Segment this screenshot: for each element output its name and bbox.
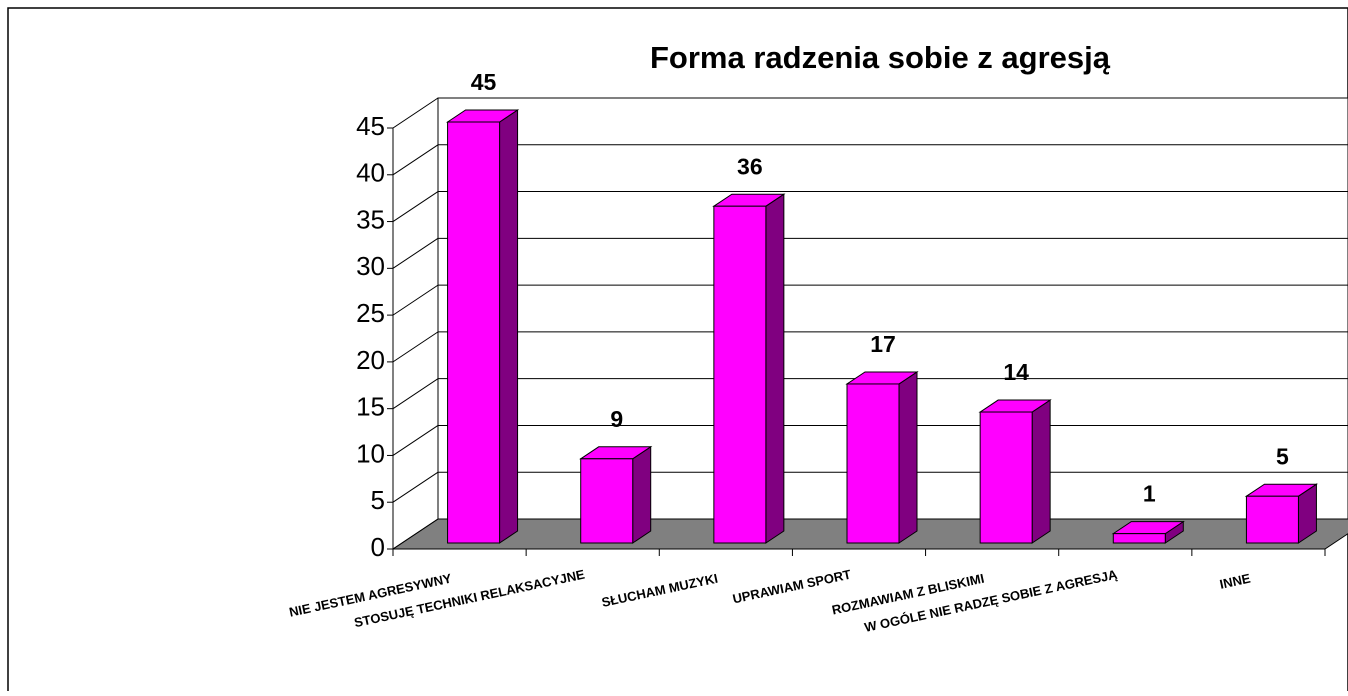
bar — [1112, 533, 1166, 544]
value-label: 1 — [1143, 481, 1156, 507]
bar — [846, 383, 900, 544]
bar — [447, 121, 501, 544]
y-tick-label: 15 — [356, 392, 385, 422]
value-label: 36 — [737, 153, 763, 179]
bar-side — [1031, 399, 1051, 544]
value-label: 9 — [610, 406, 623, 432]
grid-line-side — [392, 237, 439, 269]
y-tick-label: 25 — [356, 298, 385, 328]
value-label: 45 — [471, 69, 497, 95]
bar-side — [632, 445, 652, 544]
y-tick-label: 5 — [371, 485, 385, 515]
chart-title: Forma radzenia sobie z agresją — [650, 40, 1111, 75]
bar — [979, 411, 1033, 544]
bar-side — [499, 109, 519, 544]
value-label: 17 — [870, 331, 896, 357]
x-tick-label: INNE — [1218, 571, 1252, 592]
grid-line-side — [392, 378, 439, 410]
value-label: 14 — [1003, 359, 1029, 385]
bar — [580, 458, 634, 544]
grid-line-side — [392, 144, 439, 176]
grid-line-side — [392, 331, 439, 363]
grid-line-side — [392, 191, 439, 222]
bar — [1245, 495, 1299, 544]
y-tick-label: 35 — [356, 204, 385, 234]
bar-side — [898, 371, 918, 544]
y-tick-label: 10 — [356, 438, 385, 468]
value-label: 5 — [1276, 443, 1289, 469]
grid-line-side — [392, 518, 439, 550]
y-tick-label: 30 — [356, 251, 385, 281]
grid-line-side — [392, 471, 439, 503]
y-tick-label: 0 — [371, 532, 385, 562]
y-tick-label: 45 — [356, 111, 385, 141]
grid-line-side — [392, 425, 439, 456]
y-tick-label: 40 — [356, 158, 385, 188]
bar-side — [765, 193, 785, 544]
grid-line-side — [392, 284, 439, 316]
y-tick-label: 20 — [356, 345, 385, 375]
bar — [713, 205, 767, 544]
grid-line-side — [392, 97, 439, 129]
